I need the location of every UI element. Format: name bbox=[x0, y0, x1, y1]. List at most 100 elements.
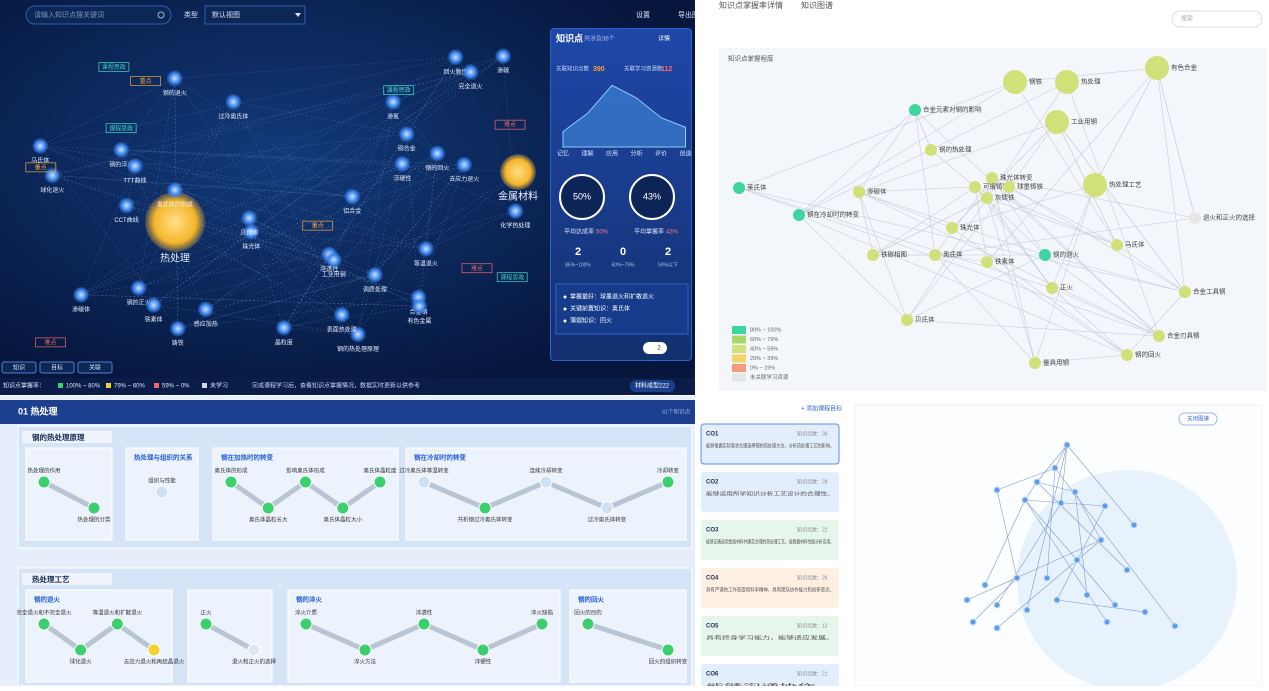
node bbox=[349, 326, 366, 343]
course-button bbox=[630, 380, 675, 392]
edge bbox=[174, 164, 465, 191]
edge bbox=[1026, 444, 1068, 611]
node bbox=[1055, 70, 1079, 94]
node bbox=[1189, 212, 1201, 224]
tag-label: 重点 bbox=[140, 77, 152, 85]
edge bbox=[134, 133, 407, 167]
search-box bbox=[1171, 10, 1263, 28]
edge bbox=[174, 101, 234, 191]
path-node-label: 去应力退火和再结晶退火 bbox=[124, 657, 185, 665]
node bbox=[113, 141, 130, 158]
edge bbox=[406, 55, 504, 135]
objectives-svg: + 添加课程目标 CO1 知识点数：36 能够根据实际需求合理选择钢的热处理方法，分析… bbox=[700, 404, 1263, 691]
path-node-label: 热处理的作用 bbox=[27, 466, 60, 474]
edge bbox=[248, 218, 285, 328]
node-label: 钢的回火 bbox=[425, 164, 449, 172]
tag-label: 难点 bbox=[504, 121, 516, 129]
graph-node bbox=[993, 486, 1001, 494]
graph-node bbox=[1123, 566, 1131, 574]
path-node-label: 淬硬性 bbox=[475, 657, 492, 665]
tag bbox=[25, 162, 57, 173]
node-label: 铁素体 bbox=[145, 316, 163, 324]
edge bbox=[914, 109, 936, 256]
edge bbox=[798, 214, 908, 321]
edge bbox=[1066, 81, 1160, 337]
tag-label: 难点 bbox=[471, 264, 483, 272]
edge bbox=[153, 259, 334, 306]
edge bbox=[1024, 499, 1108, 623]
node bbox=[118, 197, 135, 214]
node bbox=[1111, 239, 1123, 251]
tag bbox=[496, 272, 528, 283]
edge bbox=[81, 294, 420, 307]
node bbox=[398, 126, 415, 143]
edge bbox=[991, 177, 1196, 219]
edge bbox=[205, 274, 375, 310]
path-node bbox=[37, 475, 51, 489]
card-title: 钢在冷却时的转变 bbox=[414, 453, 467, 462]
level-label: 创造 bbox=[679, 150, 691, 158]
node bbox=[417, 240, 434, 257]
edge bbox=[81, 294, 420, 307]
node bbox=[32, 137, 49, 154]
graph-node bbox=[1051, 464, 1059, 472]
count-label: 60%~79% bbox=[612, 262, 635, 268]
edge bbox=[81, 254, 330, 296]
legend-label: 0% ~ 19% bbox=[750, 365, 775, 371]
tag bbox=[302, 220, 334, 231]
path-node-label: 奥氏体晶粒大小 bbox=[323, 515, 362, 523]
path-node bbox=[110, 617, 124, 631]
search-box bbox=[25, 5, 172, 25]
node-label: 铁素体 bbox=[995, 257, 1015, 266]
edge bbox=[858, 109, 916, 193]
objective-count: 知识点数：12 bbox=[797, 622, 828, 629]
path-node bbox=[600, 501, 614, 515]
edge bbox=[153, 231, 252, 306]
node bbox=[130, 280, 147, 297]
node-label: 有色金属 bbox=[407, 317, 431, 325]
edge bbox=[991, 177, 1036, 364]
objective-count: 知识点数：26 bbox=[797, 574, 828, 581]
edge bbox=[1051, 184, 1096, 289]
node bbox=[333, 306, 350, 323]
left-button-label: 目标 bbox=[51, 364, 63, 372]
edge bbox=[283, 314, 342, 329]
path-node bbox=[261, 501, 275, 515]
node bbox=[411, 298, 428, 315]
edge bbox=[126, 71, 471, 206]
edge bbox=[249, 55, 504, 219]
edge bbox=[1034, 354, 1128, 364]
graph-node bbox=[1083, 591, 1091, 599]
node bbox=[394, 155, 411, 172]
edge bbox=[1044, 254, 1160, 337]
node-label: 热处理工艺 bbox=[1109, 180, 1142, 189]
node-label: 马氏体 bbox=[1125, 240, 1145, 249]
legend-label: 80% ~ 100% bbox=[750, 327, 781, 333]
objective-count: 知识点数：22 bbox=[797, 526, 828, 533]
node-label: 渗碳体 bbox=[72, 305, 90, 313]
action: 设置 bbox=[636, 10, 650, 19]
objective-code: CO2 bbox=[706, 480, 719, 486]
node bbox=[44, 167, 61, 184]
edge bbox=[341, 164, 465, 315]
graph-node bbox=[993, 624, 1001, 632]
graph-node bbox=[1053, 596, 1061, 604]
node bbox=[1029, 357, 1041, 369]
edge bbox=[205, 153, 438, 310]
edge bbox=[283, 153, 438, 328]
graph-node bbox=[993, 601, 1001, 609]
node-label: 渗碳体 bbox=[867, 187, 887, 196]
edge bbox=[738, 187, 1053, 289]
node-label: 铜合金 bbox=[398, 145, 416, 153]
edge bbox=[1008, 186, 1186, 293]
edge bbox=[1094, 67, 1158, 186]
node bbox=[1003, 181, 1015, 193]
path-node bbox=[299, 617, 313, 631]
edge bbox=[52, 175, 376, 276]
objective-card bbox=[700, 423, 840, 465]
node bbox=[1145, 56, 1169, 80]
edge bbox=[418, 153, 438, 298]
edge bbox=[251, 231, 426, 250]
